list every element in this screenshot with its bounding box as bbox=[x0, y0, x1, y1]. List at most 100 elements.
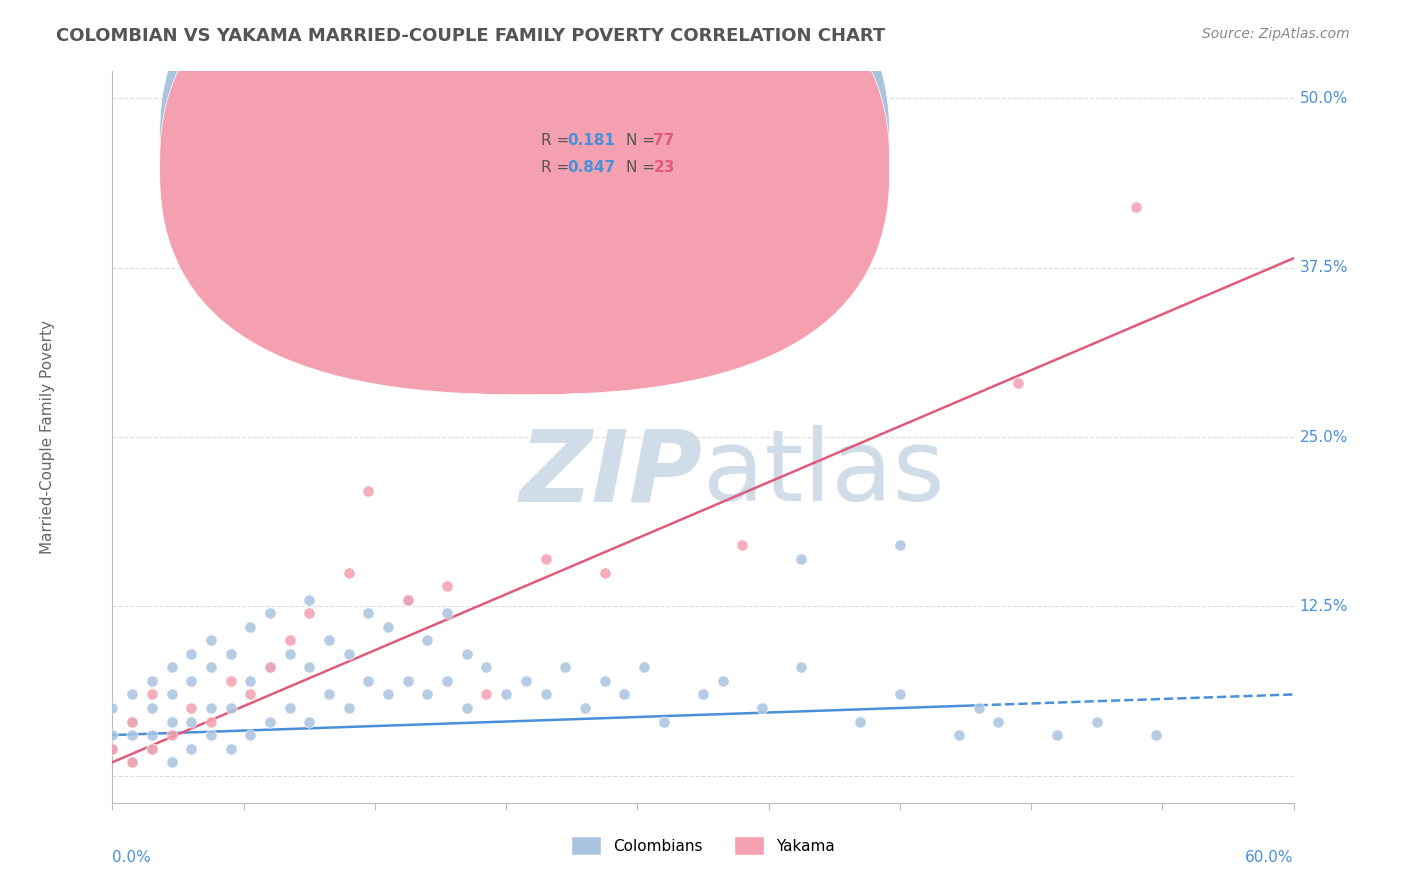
Text: ZIP: ZIP bbox=[520, 425, 703, 522]
Point bbox=[180, 701, 202, 715]
Point bbox=[200, 728, 222, 742]
Point bbox=[357, 673, 380, 688]
Point bbox=[1144, 728, 1167, 742]
Text: 12.5%: 12.5% bbox=[1299, 599, 1348, 614]
FancyBboxPatch shape bbox=[491, 101, 810, 192]
Point bbox=[200, 714, 222, 729]
Point bbox=[219, 741, 242, 756]
Point bbox=[141, 728, 163, 742]
Point bbox=[101, 701, 124, 715]
Point bbox=[416, 633, 439, 648]
Point bbox=[751, 701, 773, 715]
Point bbox=[298, 606, 321, 620]
Point bbox=[495, 688, 517, 702]
Point bbox=[259, 606, 281, 620]
Point bbox=[534, 688, 557, 702]
Point bbox=[1085, 714, 1108, 729]
Point bbox=[436, 673, 458, 688]
Text: 60.0%: 60.0% bbox=[1246, 850, 1294, 865]
Point bbox=[554, 660, 576, 674]
Point bbox=[337, 566, 360, 580]
Point bbox=[239, 673, 262, 688]
Point bbox=[475, 688, 498, 702]
Point bbox=[160, 688, 183, 702]
Text: 0.181: 0.181 bbox=[567, 133, 614, 147]
Point bbox=[593, 566, 616, 580]
Point bbox=[160, 728, 183, 742]
Point bbox=[239, 620, 262, 634]
Point bbox=[160, 660, 183, 674]
Point bbox=[337, 647, 360, 661]
Point bbox=[515, 673, 537, 688]
Point bbox=[141, 701, 163, 715]
Point bbox=[219, 673, 242, 688]
Point bbox=[141, 741, 163, 756]
Text: atlas: atlas bbox=[703, 425, 945, 522]
Point bbox=[357, 606, 380, 620]
Point bbox=[298, 592, 321, 607]
Point bbox=[731, 538, 754, 552]
FancyBboxPatch shape bbox=[160, 0, 890, 368]
FancyBboxPatch shape bbox=[160, 0, 890, 394]
Point bbox=[377, 620, 399, 634]
Point bbox=[593, 673, 616, 688]
Text: 50.0%: 50.0% bbox=[1299, 91, 1348, 106]
Text: 0.847: 0.847 bbox=[567, 160, 616, 175]
Point bbox=[141, 688, 163, 702]
Point bbox=[121, 714, 143, 729]
Point bbox=[318, 633, 340, 648]
Point bbox=[259, 714, 281, 729]
Point bbox=[200, 660, 222, 674]
Point bbox=[1007, 376, 1029, 390]
Point bbox=[121, 714, 143, 729]
Point bbox=[219, 647, 242, 661]
Point bbox=[121, 755, 143, 769]
Point bbox=[396, 592, 419, 607]
Point bbox=[180, 673, 202, 688]
Point bbox=[101, 741, 124, 756]
Point bbox=[200, 701, 222, 715]
Point bbox=[259, 660, 281, 674]
Text: R =: R = bbox=[541, 133, 574, 147]
Point bbox=[613, 688, 636, 702]
Text: COLOMBIAN VS YAKAMA MARRIED-COUPLE FAMILY POVERTY CORRELATION CHART: COLOMBIAN VS YAKAMA MARRIED-COUPLE FAMIL… bbox=[56, 27, 886, 45]
Point bbox=[278, 701, 301, 715]
Point bbox=[121, 728, 143, 742]
Point bbox=[180, 741, 202, 756]
Point bbox=[337, 701, 360, 715]
Text: Source: ZipAtlas.com: Source: ZipAtlas.com bbox=[1202, 27, 1350, 41]
Point bbox=[396, 592, 419, 607]
Point bbox=[357, 484, 380, 499]
Text: 0.0%: 0.0% bbox=[112, 850, 152, 865]
Point bbox=[259, 660, 281, 674]
Point bbox=[298, 714, 321, 729]
Point bbox=[948, 728, 970, 742]
Point bbox=[278, 647, 301, 661]
Point bbox=[200, 633, 222, 648]
Text: 77: 77 bbox=[654, 133, 675, 147]
Point bbox=[141, 673, 163, 688]
Point bbox=[101, 741, 124, 756]
Point bbox=[278, 633, 301, 648]
Point bbox=[475, 660, 498, 674]
Point bbox=[574, 701, 596, 715]
Point bbox=[1046, 728, 1069, 742]
Point bbox=[534, 552, 557, 566]
Text: 37.5%: 37.5% bbox=[1299, 260, 1348, 276]
Point bbox=[121, 688, 143, 702]
Point bbox=[160, 714, 183, 729]
Point bbox=[987, 714, 1010, 729]
Point bbox=[967, 701, 990, 715]
Text: 23: 23 bbox=[654, 160, 675, 175]
Point bbox=[633, 660, 655, 674]
Point bbox=[219, 701, 242, 715]
Point bbox=[121, 755, 143, 769]
Point bbox=[1125, 200, 1147, 214]
Point bbox=[456, 701, 478, 715]
Point bbox=[298, 660, 321, 674]
Point bbox=[239, 688, 262, 702]
Point bbox=[160, 755, 183, 769]
Point bbox=[141, 741, 163, 756]
Point bbox=[416, 688, 439, 702]
Legend: Colombians, Yakama: Colombians, Yakama bbox=[565, 830, 841, 861]
